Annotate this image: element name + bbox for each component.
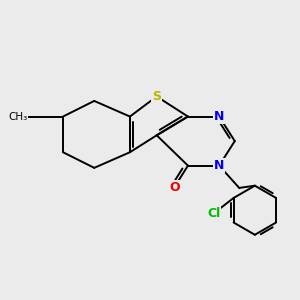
Text: N: N — [214, 159, 224, 172]
Text: CH₃: CH₃ — [8, 112, 27, 122]
Text: S: S — [152, 90, 161, 103]
Text: Cl: Cl — [207, 207, 220, 220]
Text: N: N — [214, 110, 224, 123]
Text: O: O — [169, 181, 180, 194]
